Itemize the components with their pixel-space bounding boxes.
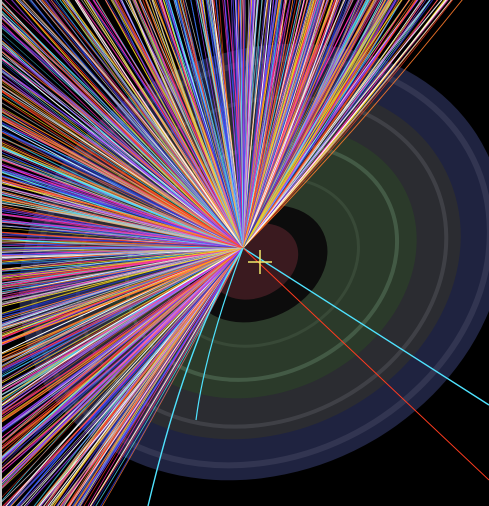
event-display-canvas — [0, 0, 489, 506]
event-display-svg — [0, 0, 489, 506]
